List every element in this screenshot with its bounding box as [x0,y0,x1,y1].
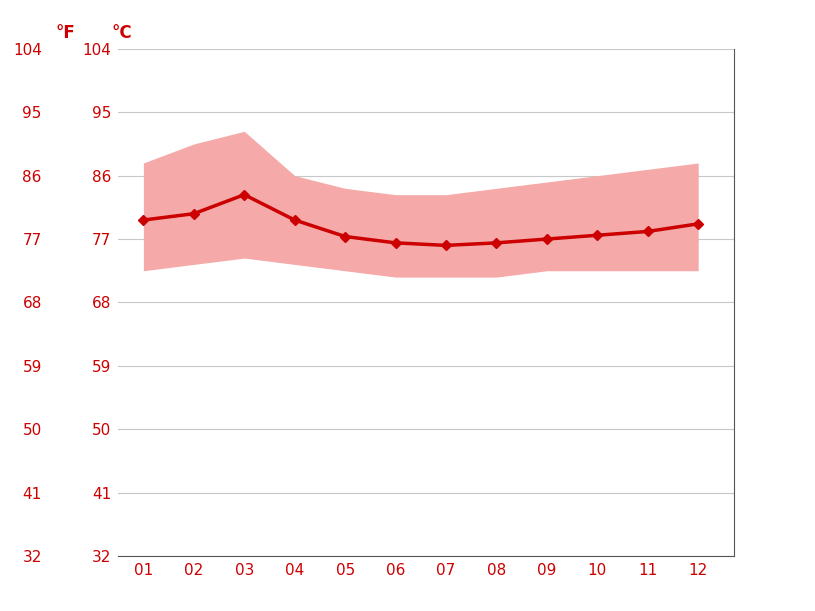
Text: °C: °C [112,24,133,42]
Text: °F: °F [55,24,75,42]
